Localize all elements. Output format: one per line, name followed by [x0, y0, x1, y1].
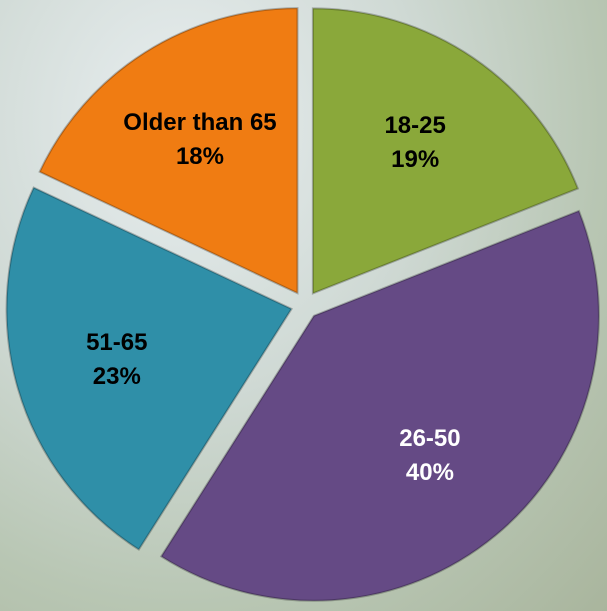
slice-category-label: Older than 65 — [123, 108, 277, 136]
slice-category-label: 51-65 — [86, 328, 148, 356]
pie-slice — [38, 7, 299, 295]
slice-value-label: 18% — [175, 142, 224, 170]
pie-slice — [5, 186, 294, 551]
slice-value-label: 23% — [92, 362, 141, 390]
pie-slice — [159, 209, 600, 602]
slice-category-label: 18-25 — [384, 111, 446, 139]
slice-value-label: 19% — [391, 145, 440, 173]
pie-slice — [311, 7, 580, 295]
slice-value-label: 40% — [405, 459, 454, 487]
slice-category-label: 26-50 — [399, 425, 461, 453]
